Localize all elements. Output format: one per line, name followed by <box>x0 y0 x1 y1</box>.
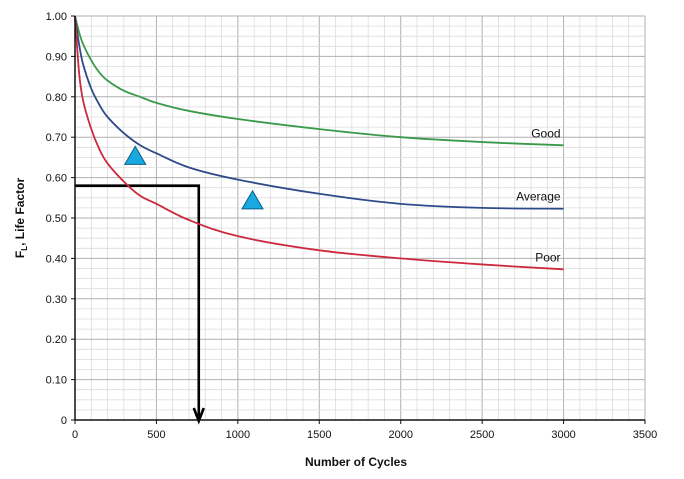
series-label-poor: Poor <box>535 250 560 264</box>
y-tick-label: 0.10 <box>46 375 67 387</box>
y-axis-title: FL, Life Factor <box>13 178 29 259</box>
y-tick-label: 0.70 <box>46 132 67 144</box>
reference-line <box>75 184 201 418</box>
x-tick-label: 2500 <box>470 429 494 441</box>
triangle-marker <box>123 145 147 165</box>
x-tick-label: 500 <box>147 429 165 441</box>
x-tick-label: 0 <box>72 429 78 441</box>
series-lines <box>74 15 564 271</box>
y-tick-label: 0 <box>61 415 67 427</box>
series-labels: Good Average Poor <box>516 126 561 264</box>
series-label-good: Good <box>531 126 560 140</box>
y-axis-title-rest: , Life Factor <box>13 178 27 246</box>
series-label-average: Average <box>516 190 561 204</box>
series-line-average <box>74 15 564 210</box>
x-tick-label: 2000 <box>388 429 412 441</box>
series-line-good <box>74 15 564 147</box>
markers <box>123 145 264 210</box>
y-tick-label: 0.90 <box>46 51 67 63</box>
x-tick-label: 3000 <box>551 429 575 441</box>
y-axis-title-main: F <box>13 251 27 258</box>
y-tick-label: 0.30 <box>46 294 67 306</box>
y-tick-label: 0.80 <box>46 92 67 104</box>
grid <box>74 15 646 421</box>
x-tick-label: 3500 <box>633 429 657 441</box>
series-line-poor <box>74 15 564 271</box>
y-tick-label: 1.00 <box>46 11 67 23</box>
x-tick-label: 1500 <box>307 429 331 441</box>
arrowhead <box>192 407 205 425</box>
y-tick-label: 0.40 <box>46 253 67 265</box>
x-axis-title: Number of Cycles <box>305 455 407 469</box>
y-tick-label: 0.60 <box>46 173 67 185</box>
y-axis-title-sub: L <box>20 246 29 251</box>
y-tick-label: 0.20 <box>46 334 67 346</box>
y-tick-labels: 0 0.10 0.20 0.30 0.40 0.50 0.60 0.70 0.80 0.90 1.0… <box>46 11 67 427</box>
x-tick-labels: 0 500 1000 1500 2000 2500 3000 3500 <box>72 429 657 441</box>
triangle-marker <box>241 189 264 210</box>
axes <box>71 15 646 424</box>
x-tick-label: 1000 <box>226 429 250 441</box>
y-tick-label: 0.50 <box>46 213 67 225</box>
reference-path <box>75 184 205 425</box>
